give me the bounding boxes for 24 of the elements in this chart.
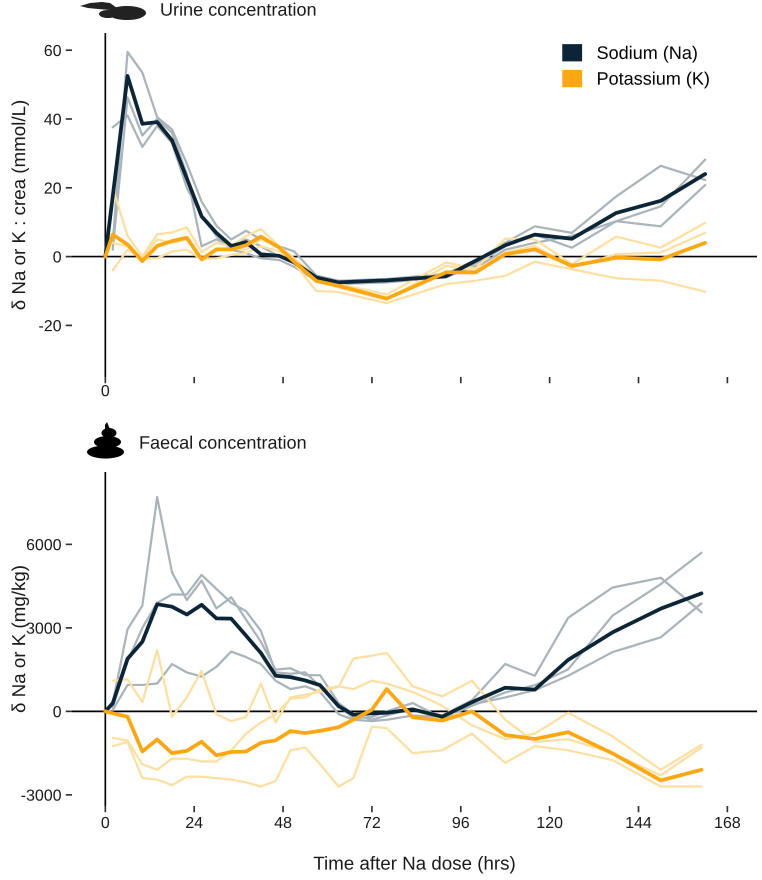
y-tick-label: 40 — [44, 114, 61, 125]
legend-label: Potassium (K) — [598, 72, 709, 88]
y-axis-title: δ Na or K : crea (mmol/L) — [12, 100, 29, 310]
y-tick-label: 60 — [44, 44, 61, 56]
y-tick-label: 20 — [44, 182, 61, 194]
y-tick-label: 0 — [53, 706, 61, 718]
x-axis-title: Time after Na dose (hrs) — [314, 856, 515, 874]
ref-line-label: 0 — [102, 384, 110, 396]
x-tick-label: 168 — [715, 816, 740, 828]
chart-title: Urine concentration — [161, 2, 316, 16]
y-tick-label: 6000 — [26, 539, 61, 550]
legend-label: Sodium (Na) — [597, 46, 697, 63]
x-tick-label: 24 — [186, 816, 203, 828]
x-tick-label: 0 — [102, 816, 110, 828]
y-tick-label: 0 — [53, 251, 61, 263]
x-tick-label: 72 — [364, 816, 380, 828]
x-tick-label: 96 — [452, 816, 469, 828]
x-tick-label: 144 — [626, 817, 652, 828]
chart-title: Faecal concentration — [140, 436, 306, 449]
y-tick-label: 3000 — [26, 622, 61, 634]
y-tick-label: -20 — [39, 320, 61, 332]
x-tick-label: 48 — [274, 816, 292, 828]
y-tick-label: -3000 — [21, 790, 61, 801]
x-tick-label: 120 — [538, 816, 562, 828]
